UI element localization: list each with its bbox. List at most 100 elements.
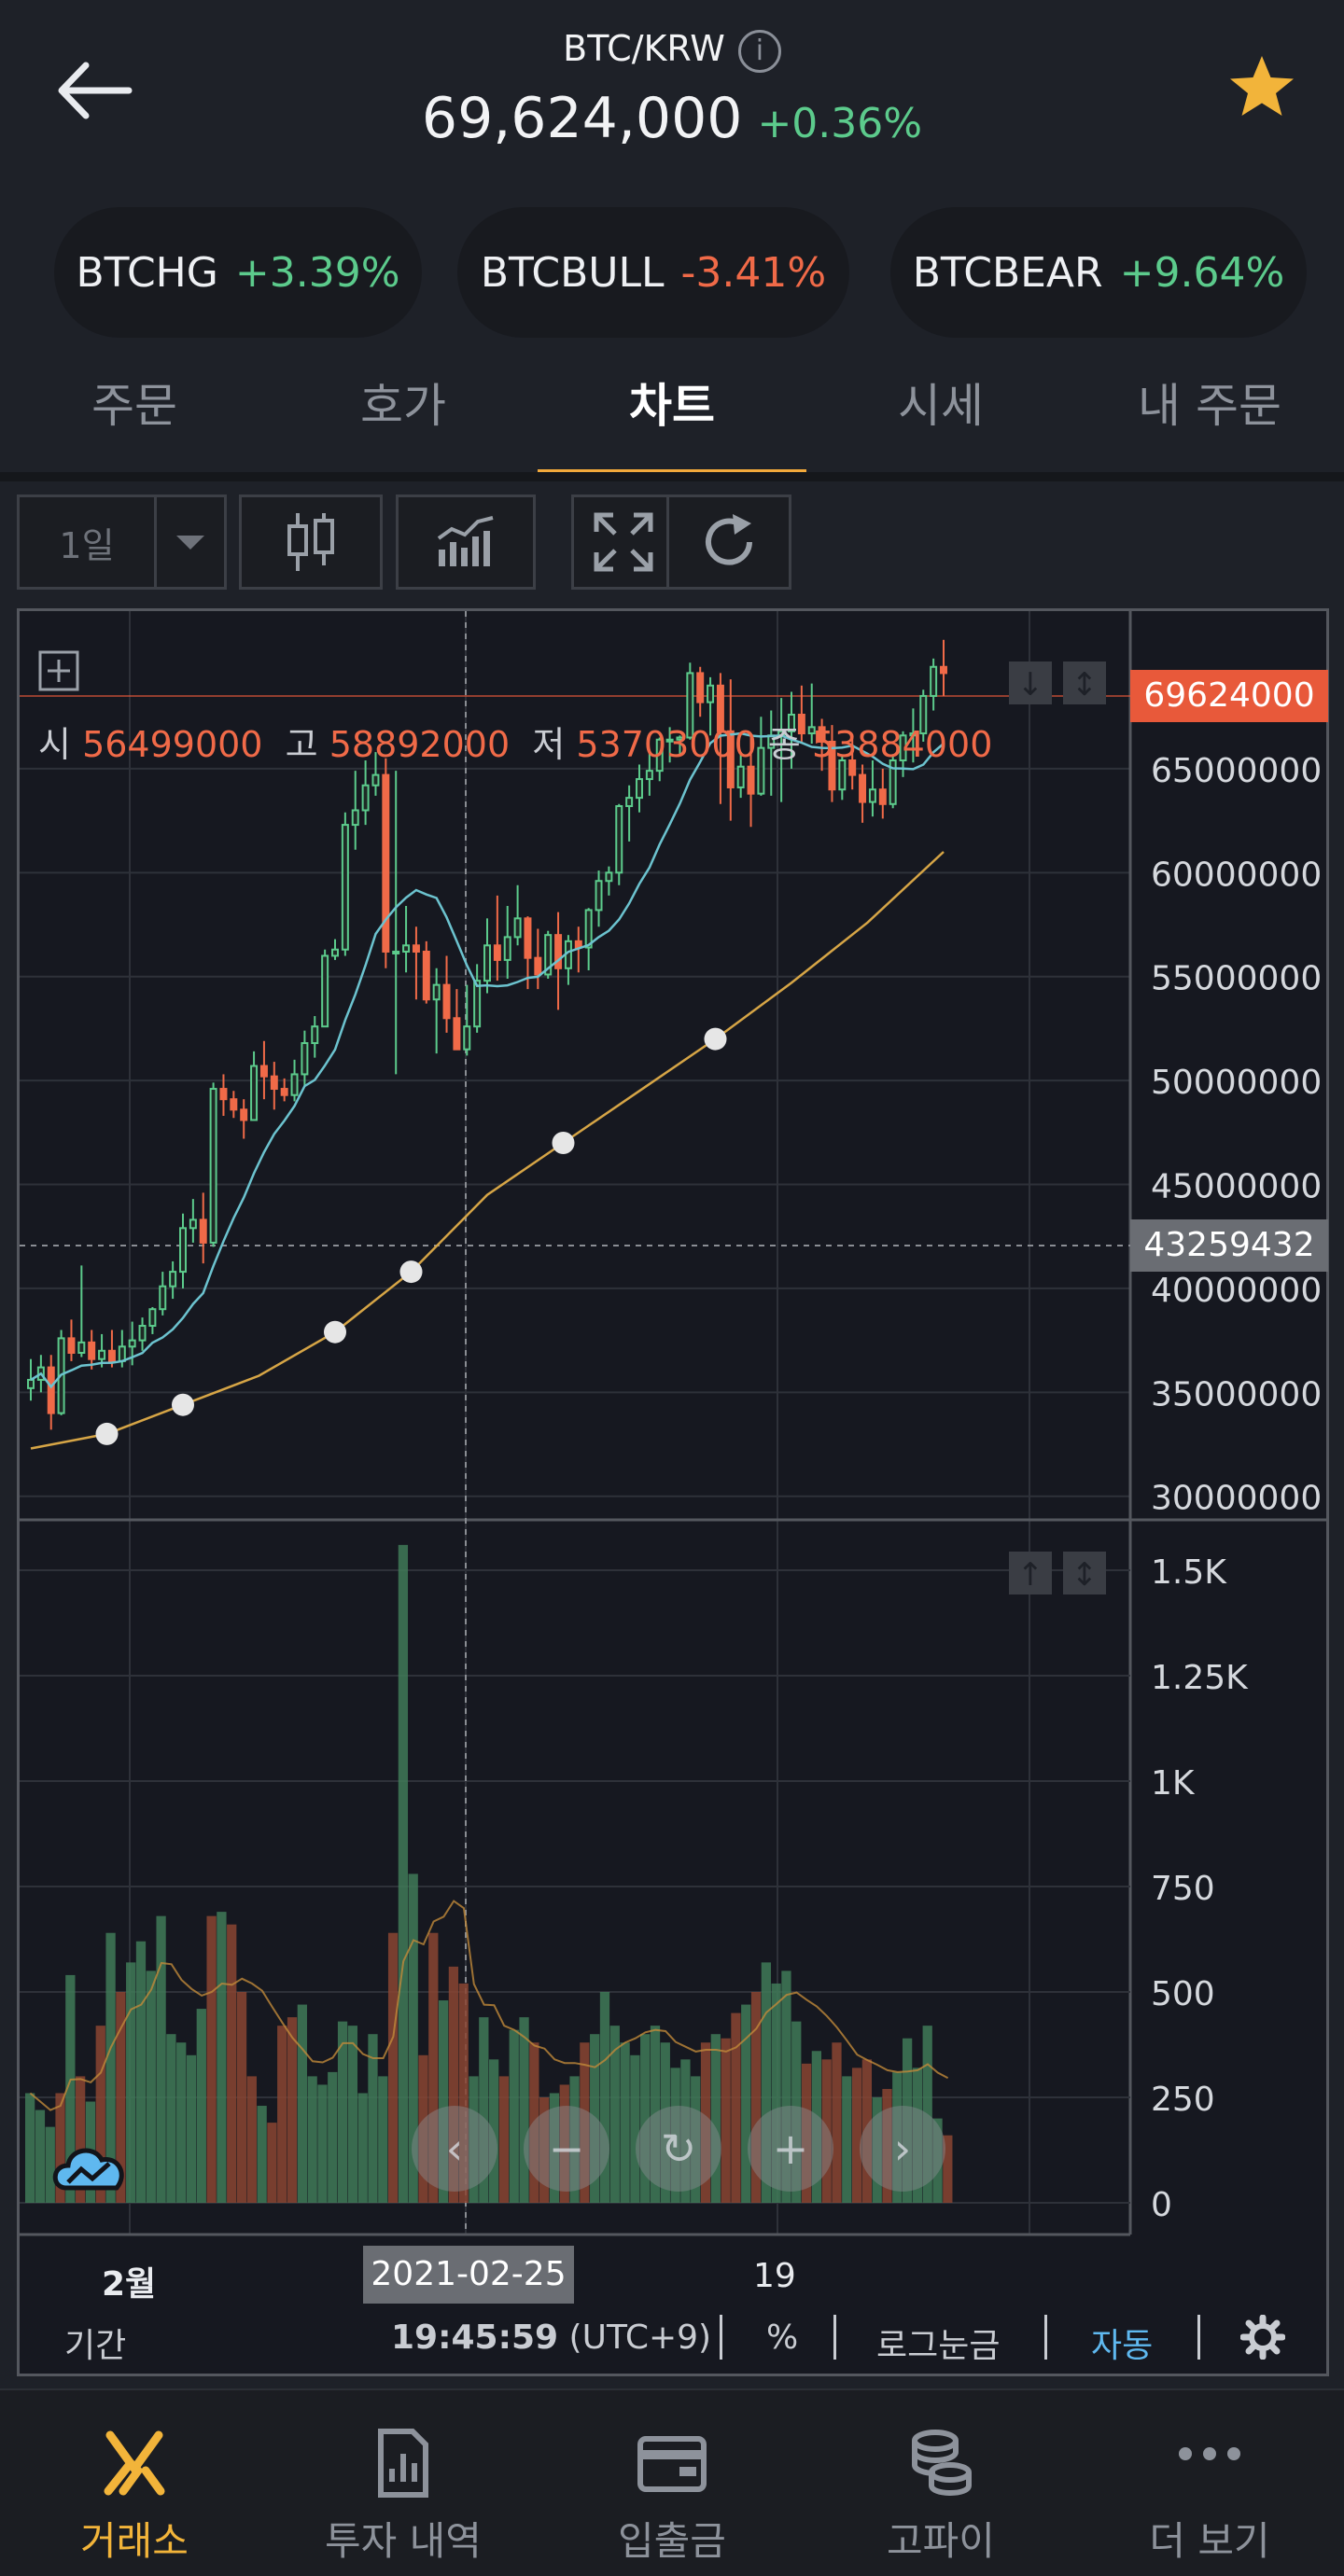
candle-body <box>636 778 643 800</box>
wallet-icon <box>637 2436 707 2492</box>
volume-bar <box>509 2029 519 2203</box>
candle-type-button[interactable] <box>239 494 383 590</box>
related-pill-btchg[interactable]: BTCHG +3.39% <box>54 207 422 338</box>
candle-body <box>422 950 430 1001</box>
divider <box>0 472 1344 481</box>
candle-body <box>463 1025 471 1051</box>
volume-bar <box>317 2084 328 2203</box>
auto-scale-toggle[interactable]: 자동 <box>1091 2327 1154 2365</box>
candle-body <box>838 759 847 791</box>
reset-icon: ↻ <box>661 2123 697 2174</box>
volume-bar <box>368 2034 378 2203</box>
volume-bar <box>236 1992 247 2203</box>
chart-panel[interactable]: 65000000 60000000 55000000 50000000 45000000… <box>17 608 1329 2376</box>
candle-body <box>209 1088 217 1244</box>
log-scale-toggle[interactable]: 로그눈금 <box>876 2327 1001 2365</box>
candle-body <box>909 732 917 737</box>
crosshair-date-tag: 2021-02-25 <box>363 2246 574 2304</box>
indicator-button[interactable] <box>396 494 536 590</box>
market-pair: BTC/KRW i <box>0 28 1344 73</box>
ma-marker-dot <box>324 1320 346 1344</box>
volume-bar <box>196 2009 206 2203</box>
refresh-button[interactable] <box>666 494 791 590</box>
nav-more[interactable]: 더 보기 <box>1075 2390 1344 2576</box>
candle-body <box>47 1366 55 1414</box>
volume-bar <box>731 2012 741 2203</box>
volume-bar <box>710 2034 721 2203</box>
volume-bar <box>387 1932 399 2203</box>
interval-dropdown[interactable] <box>154 494 227 590</box>
clock: 19:45:59 (UTC+9) <box>391 2318 711 2357</box>
candle-body <box>432 983 441 1001</box>
candle-body <box>544 934 553 976</box>
candle-body <box>788 713 795 732</box>
related-name: BTCBEAR <box>912 248 1103 297</box>
pane-down-icon: ↓ <box>1017 666 1044 703</box>
info-icon[interactable]: i <box>737 29 781 73</box>
volume-bar <box>811 2051 822 2203</box>
volume-bar <box>821 2059 832 2203</box>
nav-deposit-withdraw[interactable]: 입출금 <box>538 2390 806 2576</box>
fullscreen-button[interactable] <box>571 494 676 590</box>
current-price-tag: 69624000 <box>1130 670 1328 722</box>
related-change: +3.39% <box>234 248 400 297</box>
candle-body <box>595 880 603 912</box>
nav-exchange[interactable]: 거래소 <box>0 2390 269 2576</box>
related-pill-btcbear[interactable]: BTCBEAR +9.64% <box>890 207 1307 338</box>
interval-select[interactable]: 1일 <box>17 494 157 590</box>
volume-bar <box>832 2042 842 2203</box>
nav-investments[interactable]: 투자 내역 <box>269 2390 538 2576</box>
volume-bar <box>791 2021 802 2203</box>
volume-bar <box>902 2038 913 2203</box>
zoom-out-icon: − <box>549 2123 585 2174</box>
volume-bar <box>549 2093 560 2203</box>
volume-bar <box>227 1924 237 2203</box>
tab-chart[interactable]: 차트 <box>538 364 806 476</box>
candle-body <box>716 684 724 732</box>
back-arrow-icon[interactable] <box>54 58 138 123</box>
crosshair-price-tag: 43259432 <box>1130 1219 1328 1272</box>
tab-orderbook[interactable]: 호가 <box>360 379 446 433</box>
x-label-19: 19 <box>753 2257 796 2295</box>
price-chart-canvas[interactable]: 65000000 60000000 55000000 50000000 45000000… <box>20 611 1326 2374</box>
ma-marker-dot <box>399 1260 423 1284</box>
pair-label: BTC/KRW <box>563 28 725 69</box>
volume-tick-label: 1K <box>1151 1764 1196 1803</box>
volume-bar <box>146 1970 156 2203</box>
nav-label: 투자 내역 <box>325 2518 482 2564</box>
volume-bar <box>721 2038 731 2203</box>
volume-bar <box>186 2054 197 2203</box>
candle-body <box>513 917 522 939</box>
coins-icon <box>912 2430 972 2497</box>
volume-bar <box>398 1544 409 2203</box>
volume-bar <box>943 2135 953 2203</box>
candle-body <box>828 740 836 791</box>
tab-order[interactable]: 주문 <box>91 379 177 433</box>
tab-market-price[interactable]: 시세 <box>898 379 984 433</box>
candle-body <box>138 1325 147 1342</box>
clock-tz: (UTC+9) <box>568 2318 712 2357</box>
period-button[interactable]: 기간 <box>64 2327 127 2365</box>
candle-body <box>889 759 897 805</box>
candle-body <box>341 824 349 951</box>
percent-toggle[interactable]: % <box>766 2318 799 2357</box>
volume-bar <box>781 1970 791 2203</box>
current-price: 69,624,000 <box>421 86 743 151</box>
candle-body <box>382 773 390 953</box>
volume-bar <box>428 1932 439 2203</box>
volume-bar <box>418 2054 428 2203</box>
related-pill-btcbull[interactable]: BTCBULL -3.41% <box>457 207 849 338</box>
candle-body <box>67 1337 76 1354</box>
volume-bar <box>95 2026 105 2203</box>
favorite-star-icon[interactable] <box>1226 52 1297 123</box>
settings-gear-icon[interactable] <box>1240 2315 1285 2360</box>
candle-body <box>199 1218 207 1244</box>
volume-bar <box>307 2076 317 2203</box>
volume-bar <box>872 2097 882 2203</box>
volume-bar <box>105 1932 116 2203</box>
high-value: 58892000 <box>329 724 511 765</box>
tab-my-orders[interactable]: 내 주문 <box>1138 379 1281 433</box>
nav-gopax-fi[interactable]: 고파이 <box>806 2390 1075 2576</box>
candle-body <box>483 944 491 982</box>
pane-down-icon <box>1009 661 1052 704</box>
